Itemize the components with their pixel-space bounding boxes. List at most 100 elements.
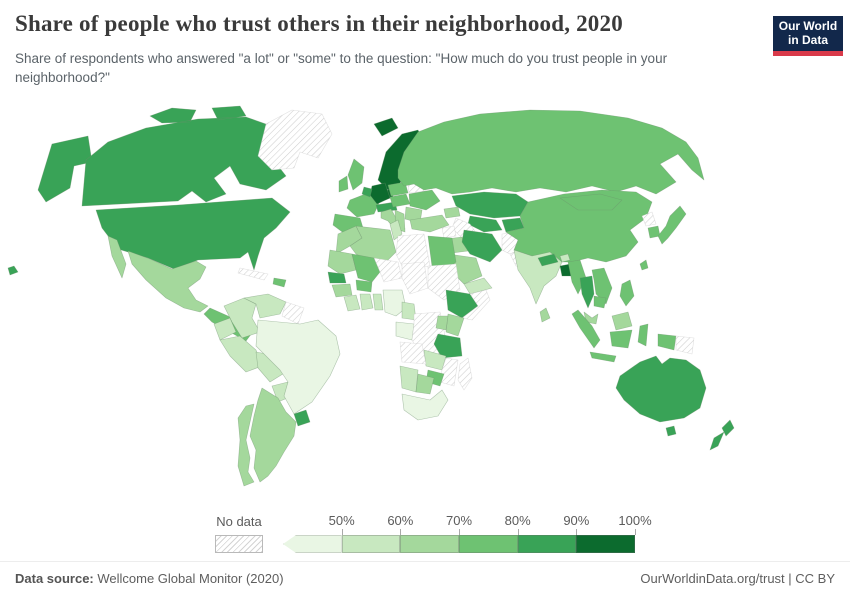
country-sri-lanka[interactable] — [539, 307, 551, 323]
legend-tick — [400, 529, 402, 535]
page-title: Share of people who trust others in thei… — [15, 11, 623, 36]
country-chad[interactable] — [401, 261, 429, 295]
country-taiwan[interactable] — [639, 259, 649, 271]
legend-tick — [635, 529, 636, 535]
owid-logo-line2: in Data — [787, 32, 828, 47]
legend-bucket-80-90[interactable] — [517, 535, 577, 553]
legend-bucket-50[interactable] — [283, 535, 342, 553]
country-nigeria[interactable] — [382, 289, 407, 317]
country-poland[interactable] — [387, 181, 409, 197]
data-source: Data source: Wellcome Global Monitor (20… — [15, 571, 284, 600]
country-north-korea[interactable] — [641, 211, 657, 227]
legend-tick-label: 60% — [387, 513, 414, 528]
country-thailand[interactable] — [579, 275, 595, 309]
country-indonesia[interactable] — [571, 309, 677, 363]
country-benelux[interactable] — [361, 186, 373, 198]
legend-bucket-60-70[interactable] — [400, 535, 459, 553]
country-mexico[interactable] — [107, 235, 209, 313]
country-mauritania[interactable] — [327, 249, 357, 275]
owid-link[interactable]: OurWorldinData.org/trust | CC BY — [640, 571, 835, 586]
chart-subtitle: Share of respondents who answered "a lot… — [15, 51, 668, 86]
country-somalia[interactable] — [461, 289, 491, 321]
country-uruguay[interactable] — [293, 409, 311, 427]
country-canada[interactable] — [81, 105, 297, 207]
country-guinea[interactable] — [331, 283, 353, 298]
country-chile[interactable] — [237, 403, 255, 487]
country-nepal[interactable] — [537, 253, 559, 267]
country-cuba[interactable] — [237, 267, 269, 281]
country-ecuador[interactable] — [213, 317, 237, 341]
country-papua-new-guinea[interactable] — [675, 335, 695, 355]
owid-logo-line1: Our World — [778, 19, 838, 33]
country-cambodia[interactable] — [593, 295, 607, 309]
legend-tick-label: 100% — [618, 513, 652, 528]
country-bhutan[interactable] — [559, 253, 571, 263]
legend-tick — [459, 529, 460, 535]
country-egypt[interactable] — [427, 235, 457, 269]
country-niger[interactable] — [373, 257, 403, 283]
country-namibia[interactable] — [399, 365, 419, 393]
legend-tick-label: 80% — [504, 513, 531, 528]
country-japan[interactable] — [657, 205, 687, 245]
country-burkina-faso[interactable] — [355, 279, 373, 293]
country-turkey[interactable] — [409, 214, 450, 233]
country-botswana[interactable] — [415, 373, 435, 395]
country-philippines[interactable] — [619, 279, 635, 307]
data-source-text: Wellcome Global Monitor (2020) — [93, 571, 284, 586]
legend-tick — [576, 529, 578, 535]
legend-bucket-70-80[interactable] — [459, 535, 518, 553]
owid-logo[interactable]: Our World in Data — [773, 16, 843, 56]
country-australia[interactable] — [615, 355, 707, 437]
country-ghana[interactable] — [359, 293, 374, 311]
legend-tick-label: 90% — [563, 513, 590, 528]
country-dominican-republic[interactable] — [272, 277, 287, 288]
legend-bucket-50-60[interactable] — [341, 535, 401, 553]
country-uzbekistan[interactable] — [467, 215, 503, 233]
country-switzerland-austria[interactable] — [375, 201, 398, 213]
country-brazil[interactable] — [255, 319, 341, 415]
map-legend: No data 50% 60% 70% 80% 90% 100% — [0, 512, 850, 558]
country-russia[interactable] — [397, 109, 705, 195]
legend-tick-label: 50% — [328, 513, 355, 528]
country-new-zealand[interactable] — [709, 419, 735, 451]
country-malawi-mozambique[interactable] — [439, 357, 459, 387]
legend-tick — [517, 529, 519, 535]
country-ireland[interactable] — [338, 175, 349, 193]
legend-tick-label: 70% — [445, 513, 473, 528]
country-argentina[interactable] — [249, 387, 297, 483]
legend-colorbar: 50% 60% 70% 80% 90% 100% — [283, 512, 652, 558]
country-peru[interactable] — [219, 335, 263, 373]
footer: Data source: Wellcome Global Monitor (20… — [0, 561, 850, 600]
country-ivory-coast[interactable] — [343, 294, 361, 312]
country-iran[interactable] — [461, 229, 503, 263]
country-kenya[interactable] — [445, 313, 465, 337]
legend-no-data-swatch[interactable] — [215, 535, 263, 553]
country-tanzania[interactable] — [433, 333, 463, 359]
country-syria[interactable] — [441, 225, 457, 239]
country-yemen-oman[interactable] — [463, 277, 493, 295]
data-source-label: Data source: — [15, 571, 94, 586]
country-greenland[interactable] — [257, 109, 333, 171]
country-mongolia[interactable] — [559, 193, 623, 211]
country-madagascar[interactable] — [457, 357, 473, 391]
legend-bucket-90-100[interactable] — [576, 535, 635, 553]
country-united-kingdom[interactable] — [347, 158, 365, 191]
country-gabon-congo[interactable] — [395, 321, 415, 341]
country-togo-benin[interactable] — [372, 293, 384, 311]
country-iceland[interactable] — [373, 117, 399, 137]
country-venezuela[interactable] — [243, 293, 287, 319]
country-kazakhstan[interactable] — [451, 191, 529, 219]
country-laos-vietnam[interactable] — [591, 267, 613, 305]
country-tunisia[interactable] — [389, 219, 403, 241]
country-ukraine[interactable] — [408, 189, 441, 211]
legend-tick — [341, 529, 343, 535]
country-south-africa[interactable] — [401, 389, 449, 421]
legend-no-data-label: No data — [216, 514, 262, 529]
country-angola[interactable] — [399, 341, 427, 365]
owid-logo-stripe — [773, 51, 843, 56]
country-senegal[interactable] — [327, 271, 347, 284]
country-caucasus[interactable] — [443, 206, 461, 219]
country-guyana-suriname[interactable] — [281, 301, 305, 325]
country-uganda[interactable] — [435, 315, 449, 331]
world-map — [0, 98, 850, 502]
